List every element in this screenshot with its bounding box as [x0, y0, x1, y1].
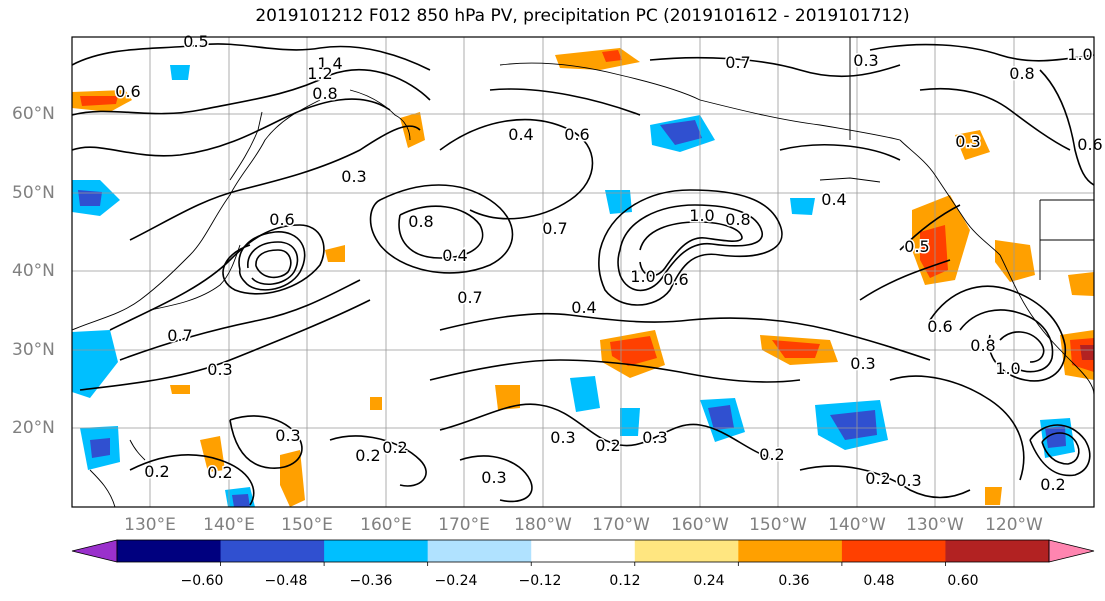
lon-label: 130°E — [124, 515, 176, 535]
map-title: 2019101212 F012 850 hPa PV, precipitatio… — [255, 6, 910, 26]
contour-label: 0.6 — [115, 82, 140, 101]
contour-label: 1.0 — [630, 267, 655, 286]
colorbar-tick-label: −0.48 — [264, 573, 308, 589]
contour-label: 0.7 — [725, 53, 750, 72]
contour-label: 0.3 — [341, 167, 366, 186]
contour-label: 0.3 — [853, 51, 878, 70]
contour-label: 0.4 — [571, 298, 596, 317]
colorbar-tick-label: 0.48 — [863, 573, 895, 589]
lon-label: 170°W — [592, 515, 650, 535]
contour-label: 0.7 — [167, 326, 192, 345]
contour-label: 0.4 — [821, 190, 846, 209]
lon-label: 130°W — [906, 515, 964, 535]
colorbar-extend-max — [1048, 539, 1095, 563]
contour-label: 0.7 — [457, 288, 482, 307]
lon-label: 160°W — [671, 515, 729, 535]
map-frame — [71, 36, 1095, 508]
contour-label: 0.8 — [1009, 64, 1034, 83]
contour-label: 0.4 — [508, 125, 533, 144]
contour-label: 0.2 — [355, 446, 380, 465]
lat-label: 50°N — [12, 183, 55, 203]
contour-label: 0.3 — [207, 360, 232, 379]
colorbar-segment — [427, 540, 532, 562]
lon-label: 180°W — [514, 515, 572, 535]
contour-label: 0.3 — [896, 471, 921, 490]
lat-label: 30°N — [12, 340, 55, 360]
colorbar-tick-label: −0.36 — [349, 573, 393, 589]
contour-label: 0.8 — [312, 84, 337, 103]
colorbar-tick-label: 0.12 — [609, 573, 641, 589]
contour-label: 0.8 — [970, 336, 995, 355]
colorbar — [71, 539, 1095, 566]
colorbar-segment — [738, 540, 843, 562]
contour-label: 0.6 — [269, 210, 294, 229]
contour-label: 0.4 — [442, 246, 467, 265]
contour-label: 0.7 — [542, 219, 567, 238]
lon-label: 170°E — [438, 515, 490, 535]
lon-label: 120°W — [985, 515, 1043, 535]
colorbar-tick-label: −0.60 — [180, 573, 224, 589]
lon-label: 150°E — [281, 515, 333, 535]
contour-label: 0.6 — [564, 125, 589, 144]
contour-label: 0.2 — [207, 463, 232, 482]
contour-labels: 0.51.41.20.80.60.7 0.30.80.4 0.6 0.30.30.80… — [114, 31, 1104, 496]
contour-label: 1.2 — [307, 64, 332, 83]
colorbar-segment — [324, 540, 429, 562]
colorbar-tick-label: 0.24 — [693, 573, 725, 589]
colorbar-segment — [531, 540, 636, 562]
contour-label: 0.8 — [725, 210, 750, 229]
contour-label: 0.2 — [595, 436, 620, 455]
lon-label: 150°W — [749, 515, 807, 535]
contour-label: 0.2 — [144, 462, 169, 481]
contour-label: 0.8 — [408, 212, 433, 231]
colorbar-tick-label: 0.60 — [947, 573, 979, 589]
contour-label: 1.4 — [317, 54, 342, 73]
pv-contours — [72, 43, 1094, 506]
contour-label: 0.3 — [955, 132, 980, 151]
colorbar-segment — [634, 540, 739, 562]
contour-label: 1.0 — [689, 206, 714, 225]
contour-label: 0.6 — [927, 317, 952, 336]
contour-label: 0.5 — [904, 237, 929, 256]
lat-label: 20°N — [12, 418, 55, 438]
contour-label: 0.2 — [759, 445, 784, 464]
lat-label: 40°N — [12, 261, 55, 281]
lon-label: 140°E — [203, 515, 255, 535]
colorbar-extend-min — [71, 539, 118, 563]
contour-label: 0.5 — [183, 32, 208, 51]
colorbar-tick-label: −0.24 — [434, 573, 478, 589]
contour-label: 0.2 — [865, 469, 890, 488]
contour-label: 0.3 — [275, 426, 300, 445]
contour-label: 0.3 — [481, 468, 506, 487]
contour-label: 1.0 — [995, 359, 1020, 378]
colorbar-tick-label: −0.12 — [518, 573, 562, 589]
colorbar-segment — [841, 540, 946, 562]
lon-label: 160°E — [360, 515, 412, 535]
contour-label: 0.6 — [663, 270, 688, 289]
contour-label: 0.2 — [382, 438, 407, 457]
lon-label: 140°W — [828, 515, 886, 535]
contour-label: 0.6 — [1077, 135, 1102, 154]
contour-label: 0.3 — [642, 428, 667, 447]
lat-label: 60°N — [12, 104, 55, 124]
contour-label: 0.3 — [550, 428, 575, 447]
colorbar-segment — [117, 540, 222, 562]
contour-label: 1.0 — [1067, 45, 1092, 64]
colorbar-segment — [220, 540, 325, 562]
contour-label: 0.3 — [850, 354, 875, 373]
precipitation-shading — [72, 48, 1094, 507]
colorbar-frame — [116, 539, 1050, 563]
colorbar-tick-label: 0.36 — [778, 573, 810, 589]
coastlines — [72, 37, 1094, 507]
colorbar-segment — [945, 540, 1050, 562]
contour-label: 0.2 — [1040, 475, 1065, 494]
